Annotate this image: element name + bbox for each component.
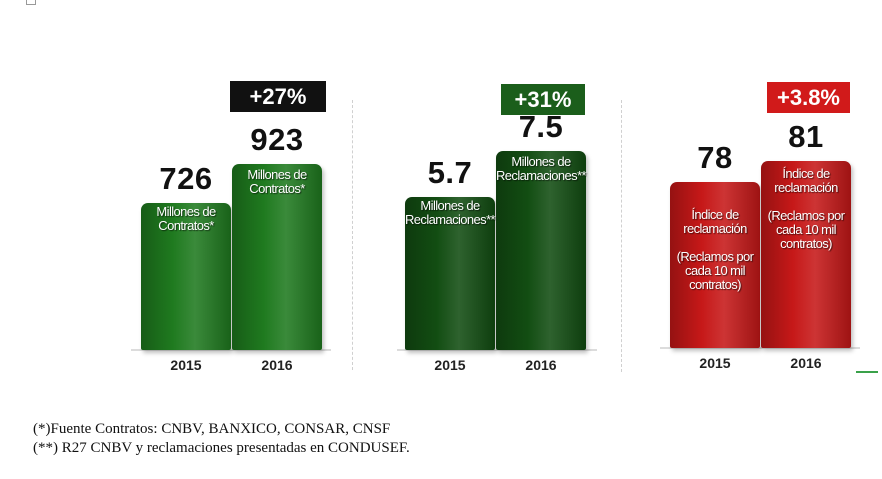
chart-2-bar-2015: Millones de Reclamaciones** [405,197,496,350]
chart-2-bar-label-2016: Millones de Reclamaciones** [496,154,587,183]
chart-1-bar-2015: Millones de Contratos* [141,203,231,350]
chart-1-change-badge: +27% [230,81,326,112]
chart-2-baseline [397,349,597,351]
chart-3-change-badge: +3.8% [767,82,850,113]
chart-1-bar-label-2016: Millones de Contratos* [247,167,307,196]
chart-3-baseline [660,347,860,349]
decorative-line [856,371,878,373]
footnote-reclamaciones: (**) R27 CNBV y reclamaciones presentada… [33,440,410,456]
panel-divider-1 [352,100,353,370]
corner-mark [26,0,36,5]
chart-1-tick-2015: 2015 [170,357,202,373]
chart-3-value-2016: 81 [788,119,824,154]
chart-2-bar-2016: Millones de Reclamaciones** [496,151,587,350]
chart-1-tick-2016: 2016 [261,357,293,373]
chart-1-value-2016: 923 [250,122,304,157]
chart-2-value-2015: 5.7 [427,155,473,190]
chart-3-bar-label-2015: Índice de reclamación (Reclamos por cada… [676,207,754,292]
chart-1-bar-label-2015: Millones de Contratos* [156,204,216,233]
chart-1-bar-2016: Millones de Contratos* [232,164,322,350]
chart-2-change-badge: +31% [501,84,585,115]
chart-3-bar-2016: Índice de reclamación (Reclamos por cada… [761,161,851,348]
chart-3-bar-label-2016: Índice de reclamación (Reclamos por cada… [767,166,845,251]
chart-3-tick-2015: 2015 [699,355,731,371]
footnotes: (*)Fuente Contratos: CNBV, BANXICO, CONS… [33,420,410,458]
chart-3-bar-2015: Índice de reclamación (Reclamos por cada… [670,182,760,348]
panel-divider-2 [621,100,622,372]
chart-2-tick-2016: 2016 [525,357,557,373]
chart-2-tick-2015: 2015 [434,357,466,373]
footnote-contratos: (*)Fuente Contratos: CNBV, BANXICO, CONS… [33,421,391,437]
chart-2-bar-label-2015: Millones de Reclamaciones** [405,198,496,227]
chart-1-baseline [131,349,331,351]
chart-1-value-2015: 726 [159,161,213,196]
chart-3-value-2015: 78 [697,140,733,175]
chart-3-tick-2016: 2016 [790,355,822,371]
